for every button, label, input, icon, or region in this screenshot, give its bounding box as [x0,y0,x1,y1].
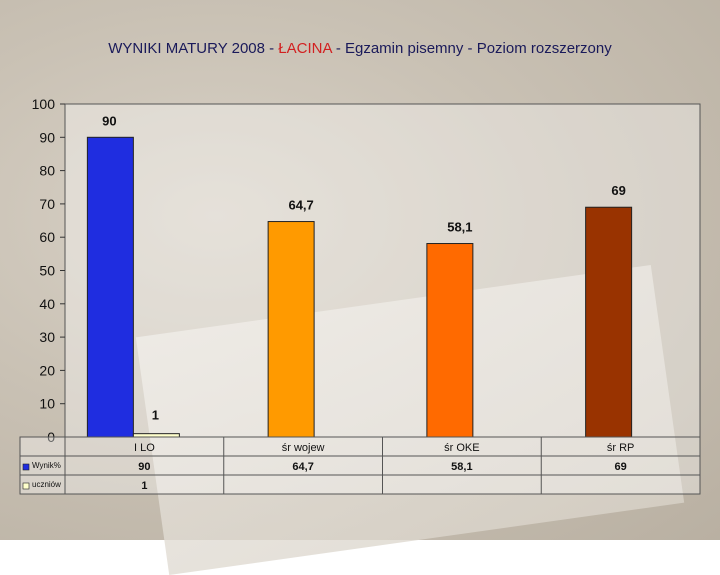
y-tick-label: 60 [39,229,55,245]
chart-title: WYNIKI MATURY 2008 - ŁACINA - Egzamin pi… [0,40,720,57]
x-category-label: śr OKE [444,442,479,454]
legend-swatch [22,463,30,471]
y-tick-label: 100 [32,96,56,112]
bar-wynik [585,206,633,438]
data-table [19,436,701,495]
bar-wynik [426,243,474,438]
data-label-wynik: 58,1 [447,220,472,235]
table-value: 58,1 [451,461,472,473]
x-category-label: śr wojew [282,442,325,454]
y-tick-label: 90 [39,129,55,145]
table-value: 90 [138,461,150,473]
table-value: 69 [615,461,627,473]
x-category-label: I LO [134,442,155,454]
title-part-1: WYNIKI MATURY 2008 - [108,40,279,57]
y-tick-label: 30 [39,329,55,345]
legend-entry: Wynik% [32,461,61,470]
data-label-wynik: 90 [102,113,116,128]
title-part-3: - Egzamin pisemny - Poziom rozszerzony [331,40,612,57]
y-tick-label: 70 [39,196,55,212]
data-label-wynik: 64,7 [288,198,313,213]
table-value: 1 [141,480,147,492]
legend-entry: uczniów [32,480,61,489]
legend-swatch [22,482,30,490]
y-tick-label: 80 [39,163,55,179]
data-label-wynik: 69 [611,183,625,198]
bar-wynik [267,221,315,438]
bar-wynik [86,136,134,438]
x-category-label: śr RP [607,442,635,454]
y-tick-label: 40 [39,296,55,312]
data-label-uczniow: 1 [152,408,159,423]
y-tick-label: 10 [39,396,55,412]
y-tick-label: 50 [39,263,55,279]
title-accent: ŁACINA [278,40,332,57]
table-value: 64,7 [292,461,313,473]
y-tick-label: 20 [39,362,55,378]
